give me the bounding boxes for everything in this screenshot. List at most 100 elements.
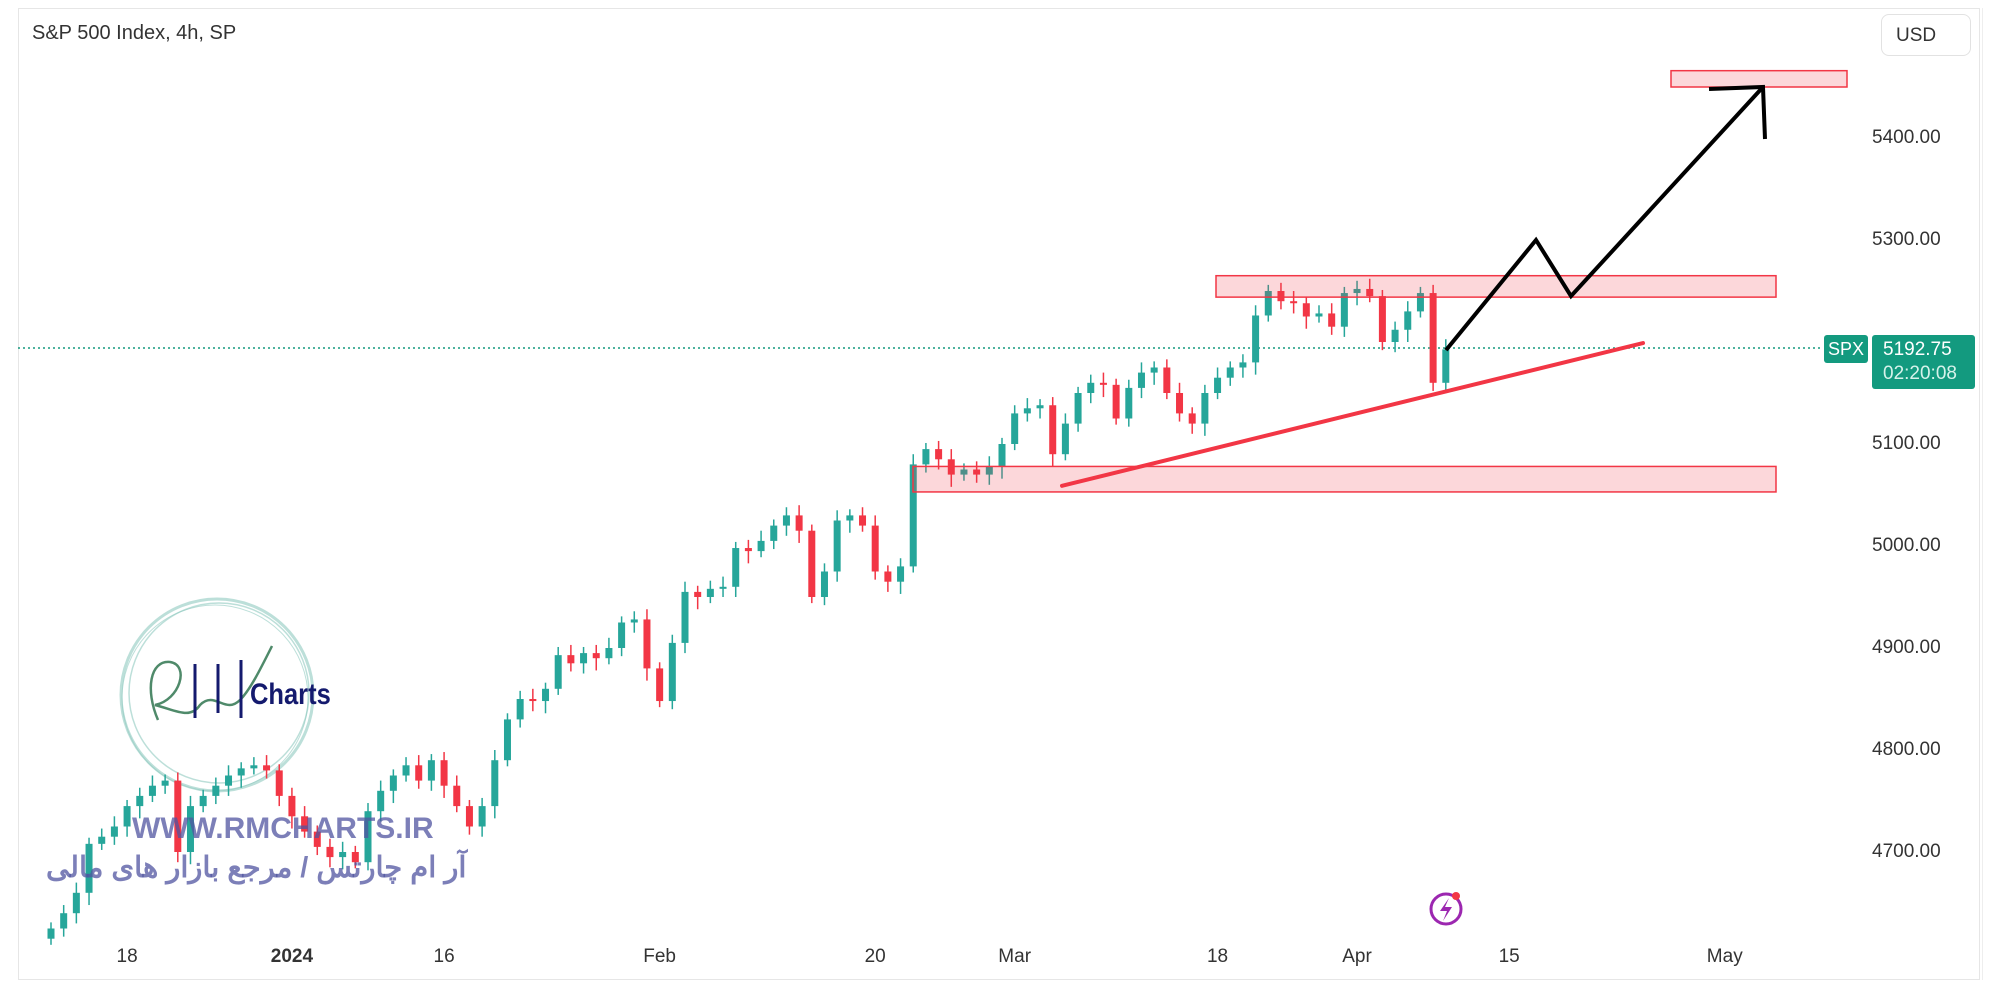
- candle: [1201, 384, 1209, 436]
- candle-body: [1315, 313, 1323, 317]
- candle: [567, 644, 575, 672]
- candle-body: [630, 619, 638, 623]
- candle: [275, 764, 283, 807]
- time-tick: 15: [1498, 946, 1520, 967]
- candle-body: [782, 515, 790, 526]
- candle-body: [148, 785, 156, 796]
- candle: [973, 461, 981, 483]
- watermark-logo-text: Charts: [250, 678, 331, 711]
- candle: [1011, 405, 1019, 451]
- candle: [1378, 289, 1386, 351]
- projection-arrow[interactable]: [1444, 85, 1765, 352]
- candle-body: [770, 525, 778, 541]
- candle-body: [1239, 362, 1247, 368]
- candle-body: [706, 588, 714, 597]
- candle: [1150, 361, 1158, 385]
- candle: [453, 775, 461, 813]
- candle-body: [465, 806, 473, 827]
- candle-body: [47, 928, 55, 939]
- candle: [1366, 278, 1374, 303]
- candle: [491, 750, 499, 819]
- candle-body: [618, 622, 626, 648]
- candle-body: [795, 515, 803, 531]
- candle: [757, 530, 765, 558]
- candle-body: [1366, 288, 1374, 297]
- candle: [1214, 367, 1222, 400]
- candle-body: [808, 530, 816, 597]
- candle-body: [212, 785, 220, 796]
- candle: [1137, 362, 1145, 399]
- candle-body: [60, 913, 68, 929]
- time-tick: May: [1706, 946, 1743, 967]
- candle: [250, 757, 258, 775]
- candle-body: [186, 806, 194, 852]
- candle-body: [351, 852, 359, 863]
- candle-body: [1252, 315, 1260, 363]
- candle-body: [199, 795, 207, 807]
- candle-body: [859, 515, 867, 526]
- candle: [1163, 359, 1171, 400]
- candle-body: [554, 655, 562, 689]
- candle-body: [1125, 387, 1133, 419]
- candle: [110, 816, 118, 845]
- bar-countdown: 02:20:08: [1883, 363, 1957, 384]
- currency-button[interactable]: USD: [1881, 14, 1971, 56]
- candle: [225, 765, 233, 796]
- candle: [326, 838, 334, 868]
- candle: [1252, 305, 1260, 375]
- candle: [288, 787, 296, 829]
- candle-body: [98, 836, 106, 844]
- candle: [1087, 374, 1095, 404]
- candle-body: [567, 655, 575, 664]
- candle: [377, 780, 385, 822]
- drawings[interactable]: [912, 69, 1848, 493]
- candle: [1061, 413, 1069, 461]
- candle-body: [1302, 303, 1310, 317]
- lightning-bolt-icon[interactable]: [1429, 892, 1463, 926]
- candle-body: [744, 548, 752, 552]
- candle: [1176, 382, 1184, 422]
- time-tick: Mar: [998, 946, 1032, 967]
- candle-body: [1188, 413, 1196, 424]
- trendline[interactable]: [1060, 341, 1645, 488]
- candle: [1429, 284, 1437, 391]
- candle: [351, 845, 359, 869]
- candle-body: [402, 765, 410, 776]
- candle: [694, 585, 702, 610]
- candle-body: [1099, 382, 1107, 385]
- candle: [542, 682, 550, 714]
- price-zone[interactable]: [1670, 69, 1848, 88]
- price-tick: 5400.00: [1872, 127, 1941, 148]
- candle: [668, 634, 676, 710]
- candle-body: [161, 780, 169, 786]
- time-tick: Feb: [643, 946, 676, 967]
- price-tick: 5100.00: [1872, 433, 1941, 454]
- candle-body: [110, 826, 118, 837]
- candle-body: [605, 648, 613, 659]
- candle-body: [1074, 393, 1082, 424]
- candle-body: [1416, 293, 1424, 312]
- candle-body: [516, 699, 524, 720]
- candle-body: [1340, 293, 1348, 327]
- candle-body: [833, 520, 841, 572]
- candle-body: [1112, 384, 1120, 419]
- candle: [605, 637, 613, 665]
- candle-body: [1036, 405, 1044, 409]
- candle: [1404, 301, 1412, 342]
- candle-body: [275, 770, 283, 796]
- price-zone[interactable]: [912, 465, 1777, 493]
- candle-body: [960, 469, 968, 475]
- candle: [782, 507, 790, 536]
- candle-body: [846, 515, 854, 521]
- time-tick: 16: [433, 946, 455, 967]
- candle: [618, 616, 626, 657]
- candle: [808, 524, 816, 604]
- candle-body: [1429, 293, 1437, 383]
- candle-body: [897, 566, 905, 582]
- candle-body: [1328, 313, 1336, 327]
- time-tick: 18: [116, 946, 138, 967]
- candle-body: [1011, 413, 1019, 444]
- candle: [643, 609, 651, 681]
- candle: [402, 757, 410, 782]
